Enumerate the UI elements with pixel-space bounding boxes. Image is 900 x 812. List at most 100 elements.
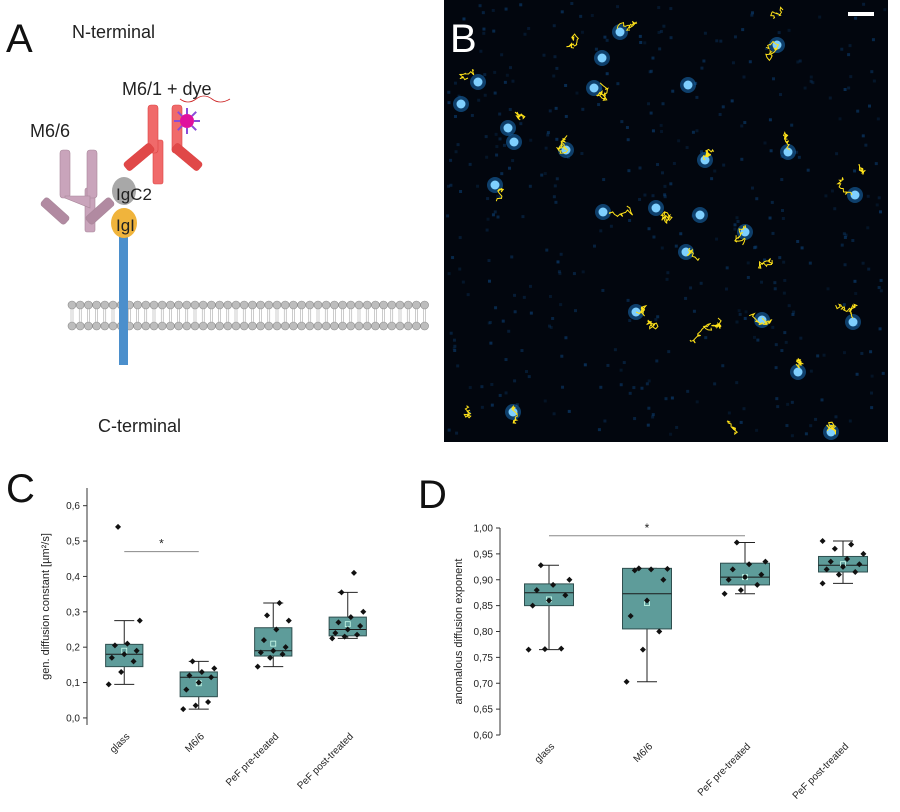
y-tick-label: 0,70 bbox=[474, 679, 494, 690]
y-tick-label: 0,95 bbox=[474, 549, 494, 560]
noise-pixel bbox=[594, 47, 598, 51]
noise-pixel bbox=[603, 419, 607, 423]
noise-pixel bbox=[704, 336, 708, 340]
data-point bbox=[546, 597, 552, 604]
trajectory bbox=[726, 420, 738, 436]
noise-pixel bbox=[655, 359, 659, 363]
noise-pixel bbox=[738, 312, 742, 316]
noise-pixel bbox=[625, 126, 629, 130]
noise-pixel bbox=[483, 73, 487, 77]
noise-pixel bbox=[660, 246, 664, 250]
data-point bbox=[267, 654, 274, 661]
data-point bbox=[105, 681, 112, 688]
noise-pixel bbox=[799, 336, 803, 340]
data-point bbox=[205, 699, 212, 706]
spot-core bbox=[503, 123, 513, 133]
noise-pixel bbox=[773, 287, 777, 291]
noise-pixel bbox=[724, 287, 728, 291]
noise-pixel bbox=[675, 425, 679, 429]
noise-pixel bbox=[627, 169, 631, 173]
data-point bbox=[115, 523, 122, 530]
noise-pixel bbox=[626, 298, 630, 302]
noise-pixel bbox=[476, 184, 480, 188]
noise-pixel bbox=[483, 93, 487, 97]
noise-pixel bbox=[755, 197, 759, 201]
lipid-head bbox=[239, 321, 249, 331]
noise-pixel bbox=[447, 428, 451, 432]
y-tick-label: 0,2 bbox=[66, 643, 80, 654]
noise-pixel bbox=[522, 295, 526, 299]
noise-pixel bbox=[543, 399, 547, 403]
noise-pixel bbox=[477, 98, 481, 102]
noise-pixel bbox=[721, 105, 725, 109]
noise-pixel bbox=[548, 294, 552, 298]
noise-pixel bbox=[449, 331, 453, 335]
noise-pixel bbox=[451, 256, 455, 260]
noise-pixel bbox=[733, 223, 737, 227]
y-axis-title: gen. diffusion constant [µm²/s] bbox=[40, 533, 52, 680]
data-point bbox=[721, 590, 728, 597]
noise-pixel bbox=[549, 325, 553, 329]
lipid-head bbox=[166, 321, 175, 331]
noise-pixel bbox=[498, 195, 502, 199]
spot-core bbox=[508, 407, 518, 417]
trajectory bbox=[458, 69, 475, 81]
noise-pixel bbox=[842, 232, 846, 236]
noise-pixel bbox=[826, 287, 830, 291]
data-point bbox=[195, 679, 202, 686]
noise-pixel bbox=[725, 266, 729, 270]
noise-pixel bbox=[459, 190, 463, 194]
y-tick-label: 0,4 bbox=[66, 572, 80, 583]
lipid-head bbox=[420, 321, 429, 331]
data-point bbox=[282, 644, 289, 651]
lipid-head bbox=[346, 321, 356, 331]
data-point bbox=[254, 663, 261, 670]
noise-pixel bbox=[670, 396, 674, 400]
noise-pixel bbox=[861, 261, 865, 265]
lipid-head bbox=[403, 321, 413, 331]
noise-pixel bbox=[572, 272, 576, 276]
noise-pixel bbox=[557, 270, 561, 274]
noise-pixel bbox=[493, 70, 497, 74]
lipid-head bbox=[190, 300, 200, 310]
noise-pixel bbox=[739, 420, 743, 424]
noise-pixel bbox=[547, 324, 551, 328]
data-point bbox=[329, 635, 336, 642]
noise-pixel bbox=[525, 370, 529, 374]
data-point bbox=[856, 561, 863, 568]
noise-pixel bbox=[552, 74, 556, 78]
noise-pixel bbox=[647, 406, 651, 410]
noise-pixel bbox=[583, 363, 587, 367]
data-point bbox=[627, 612, 634, 619]
noise-pixel bbox=[746, 275, 750, 279]
lipid-head bbox=[321, 300, 331, 310]
noise-pixel bbox=[843, 235, 847, 239]
noise-pixel bbox=[733, 35, 737, 39]
trajectory bbox=[686, 247, 700, 262]
lipid-head bbox=[305, 321, 315, 331]
noise-pixel bbox=[486, 197, 490, 201]
noise-pixel bbox=[763, 141, 767, 145]
trajectory bbox=[734, 224, 747, 246]
data-point bbox=[279, 651, 286, 658]
noise-pixel bbox=[719, 39, 723, 43]
noise-pixel bbox=[878, 327, 882, 331]
category-label: M6/6 bbox=[632, 741, 656, 765]
data-point bbox=[840, 563, 846, 570]
noise-pixel bbox=[654, 318, 658, 322]
noise-pixel bbox=[735, 381, 739, 385]
y-tick-label: 0,65 bbox=[474, 705, 494, 716]
lipid-head bbox=[387, 321, 397, 331]
lipid-head bbox=[412, 321, 421, 331]
noise-pixel bbox=[878, 210, 882, 214]
noise-pixel bbox=[803, 86, 807, 90]
microscopy-image bbox=[444, 0, 888, 442]
noise-pixel bbox=[808, 261, 812, 265]
noise-pixel bbox=[558, 272, 562, 276]
y-tick-label: 0,6 bbox=[66, 501, 80, 512]
igi-domain bbox=[111, 208, 137, 238]
noise-pixel bbox=[809, 424, 813, 428]
noise-pixel bbox=[679, 232, 683, 236]
noise-pixel bbox=[736, 219, 740, 223]
noise-pixel bbox=[795, 150, 799, 154]
